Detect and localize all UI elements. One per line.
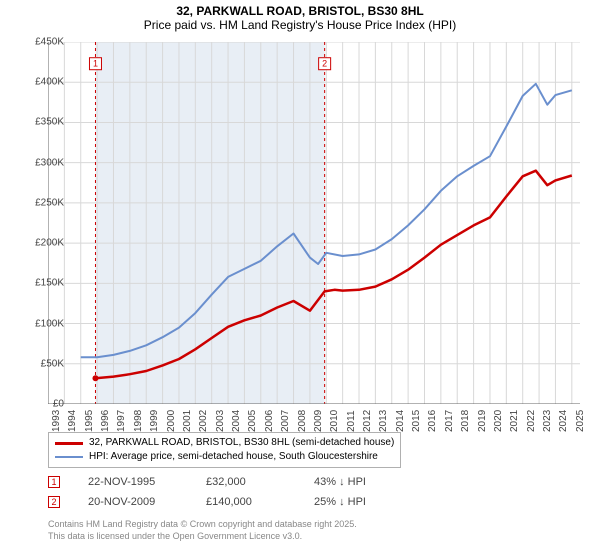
sale-row: 1 22-NOV-1995 £32,000 43% ↓ HPI bbox=[48, 472, 404, 492]
y-tick-label: £450K bbox=[20, 37, 64, 48]
chart-container: 32, PARKWALL ROAD, BRISTOL, BS30 8HL Pri… bbox=[0, 0, 600, 560]
sale-row: 2 20-NOV-2009 £140,000 25% ↓ HPI bbox=[48, 492, 404, 512]
x-tick-label: 1996 bbox=[100, 410, 111, 432]
x-tick-label: 2011 bbox=[346, 410, 357, 432]
title-address: 32, PARKWALL ROAD, BRISTOL, BS30 8HL bbox=[0, 4, 600, 18]
sale-price: £32,000 bbox=[206, 476, 286, 488]
x-tick-label: 2001 bbox=[182, 410, 193, 432]
title-subtitle: Price paid vs. HM Land Registry's House … bbox=[0, 18, 600, 32]
svg-text:1: 1 bbox=[93, 59, 98, 69]
legend: 32, PARKWALL ROAD, BRISTOL, BS30 8HL (se… bbox=[48, 432, 401, 468]
legend-row: HPI: Average price, semi-detached house,… bbox=[55, 450, 394, 464]
y-tick-label: £400K bbox=[20, 77, 64, 88]
x-tick-label: 2016 bbox=[427, 410, 438, 432]
x-tick-label: 2014 bbox=[395, 410, 406, 432]
x-tick-label: 2017 bbox=[444, 410, 455, 432]
y-tick-label: £0 bbox=[20, 399, 64, 410]
y-tick-label: £100K bbox=[20, 318, 64, 329]
x-tick-label: 2024 bbox=[558, 410, 569, 432]
sale-rows: 1 22-NOV-1995 £32,000 43% ↓ HPI 2 20-NOV… bbox=[48, 472, 404, 512]
x-tick-label: 2012 bbox=[362, 410, 373, 432]
x-tick-label: 2019 bbox=[477, 410, 488, 432]
y-tick-label: £250K bbox=[20, 197, 64, 208]
y-tick-label: £300K bbox=[20, 157, 64, 168]
footer: Contains HM Land Registry data © Crown c… bbox=[48, 518, 357, 542]
y-tick-label: £50K bbox=[20, 358, 64, 369]
sale-date: 20-NOV-2009 bbox=[88, 496, 178, 508]
x-tick-label: 2008 bbox=[297, 410, 308, 432]
x-tick-label: 2007 bbox=[280, 410, 291, 432]
footer-line: Contains HM Land Registry data © Crown c… bbox=[48, 518, 357, 530]
y-tick-label: £150K bbox=[20, 278, 64, 289]
x-tick-label: 1997 bbox=[116, 410, 127, 432]
plot-svg: 12 bbox=[48, 42, 580, 404]
x-tick-label: 2005 bbox=[247, 410, 258, 432]
sale-diff: 25% ↓ HPI bbox=[314, 496, 404, 508]
x-tick-label: 1999 bbox=[149, 410, 160, 432]
chart-area: 12 bbox=[48, 42, 580, 404]
footer-line: This data is licensed under the Open Gov… bbox=[48, 530, 357, 542]
legend-swatch bbox=[55, 442, 83, 445]
y-tick-label: £350K bbox=[20, 117, 64, 128]
legend-row: 32, PARKWALL ROAD, BRISTOL, BS30 8HL (se… bbox=[55, 436, 394, 450]
sale-marker-icon: 1 bbox=[48, 476, 60, 488]
x-tick-label: 1994 bbox=[67, 410, 78, 432]
x-tick-label: 2013 bbox=[378, 410, 389, 432]
x-tick-label: 2022 bbox=[526, 410, 537, 432]
x-tick-label: 2000 bbox=[166, 410, 177, 432]
legend-label: HPI: Average price, semi-detached house,… bbox=[89, 450, 378, 464]
sale-price: £140,000 bbox=[206, 496, 286, 508]
x-tick-label: 2021 bbox=[509, 410, 520, 432]
x-tick-label: 1998 bbox=[133, 410, 144, 432]
x-tick-label: 2023 bbox=[542, 410, 553, 432]
legend-label: 32, PARKWALL ROAD, BRISTOL, BS30 8HL (se… bbox=[89, 436, 394, 450]
sale-date: 22-NOV-1995 bbox=[88, 476, 178, 488]
x-tick-label: 2010 bbox=[329, 410, 340, 432]
svg-text:2: 2 bbox=[322, 59, 327, 69]
title-block: 32, PARKWALL ROAD, BRISTOL, BS30 8HL Pri… bbox=[0, 0, 600, 32]
sale-marker-icon: 2 bbox=[48, 496, 60, 508]
x-tick-label: 2003 bbox=[215, 410, 226, 432]
x-tick-label: 2018 bbox=[460, 410, 471, 432]
x-tick-label: 2015 bbox=[411, 410, 422, 432]
x-tick-label: 1993 bbox=[51, 410, 62, 432]
y-tick-label: £200K bbox=[20, 238, 64, 249]
x-tick-label: 2004 bbox=[231, 410, 242, 432]
x-tick-label: 2020 bbox=[493, 410, 504, 432]
sale-diff: 43% ↓ HPI bbox=[314, 476, 404, 488]
x-tick-label: 2006 bbox=[264, 410, 275, 432]
x-tick-label: 2002 bbox=[198, 410, 209, 432]
x-tick-label: 2025 bbox=[575, 410, 586, 432]
legend-swatch bbox=[55, 456, 83, 458]
x-tick-label: 2009 bbox=[313, 410, 324, 432]
x-tick-label: 1995 bbox=[84, 410, 95, 432]
